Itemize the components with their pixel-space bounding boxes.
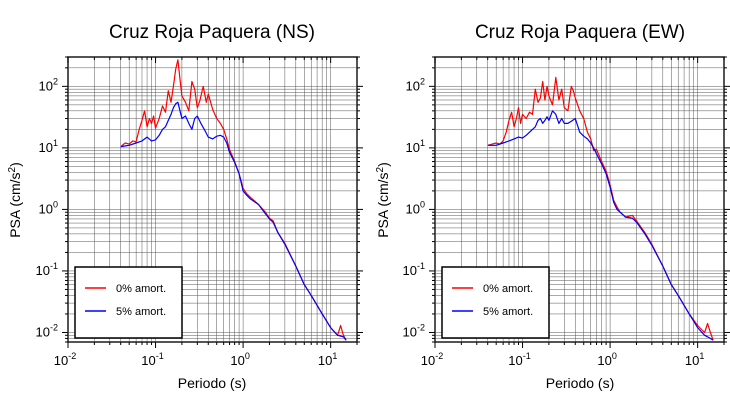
x-tick-label: 10-2: [421, 351, 443, 368]
x-axis-label: Periodo (s): [178, 375, 246, 391]
legend: 0% amort. 5% amort.: [441, 266, 550, 339]
y-tick-label: 10-1: [36, 261, 58, 278]
series-line-damped: [120, 101, 347, 341]
x-tick-label: 101: [685, 351, 704, 368]
y-axis-label: PSA (cm/s2): [375, 162, 391, 238]
chart-title: Cruz Roja Paquera (NS): [109, 22, 315, 43]
data-series: [487, 76, 714, 341]
chart-ns: Cruz Roja Paquera (NS) 10-2 10-1 100 101 10-…: [7, 22, 363, 391]
x-tick-label: 10-1: [141, 351, 163, 368]
x-tick-label: 10-2: [54, 351, 76, 368]
x-tick-label: 10-1: [508, 351, 530, 368]
y-tick-label: 101: [39, 138, 58, 155]
y-tick-label: 102: [39, 76, 58, 93]
chart-ew: Cruz Roja Paquera (EW) 10-2 10-1 100 101 10-…: [375, 22, 730, 391]
series-line-damped: [487, 110, 714, 341]
legend-box: [441, 266, 550, 339]
x-axis-label: Periodo (s): [546, 375, 614, 391]
y-tick-label: 100: [406, 199, 425, 216]
legend-label-1: 5% amort.: [116, 306, 166, 318]
legend-label-0: 0% amort.: [483, 283, 533, 295]
y-tick-label: 100: [39, 199, 58, 216]
legend: 0% amort. 5% amort.: [74, 266, 183, 339]
y-axis-label: PSA (cm/s2): [7, 162, 23, 238]
legend-box: [74, 266, 183, 339]
legend-label-0: 0% amort.: [116, 283, 166, 295]
y-tick-label: 10-1: [403, 261, 425, 278]
legend-label-1: 5% amort.: [483, 306, 533, 318]
data-series: [120, 59, 347, 341]
x-tick-label: 100: [230, 351, 249, 368]
chart-title: Cruz Roja Paquera (EW): [475, 22, 685, 43]
x-tick-label: 100: [597, 351, 616, 368]
y-tick-label: 102: [406, 76, 425, 93]
y-tick-label: 10-2: [403, 322, 425, 339]
y-tick-label: 10-2: [36, 322, 58, 339]
x-tick-label: 101: [318, 351, 337, 368]
y-tick-label: 101: [406, 138, 425, 155]
